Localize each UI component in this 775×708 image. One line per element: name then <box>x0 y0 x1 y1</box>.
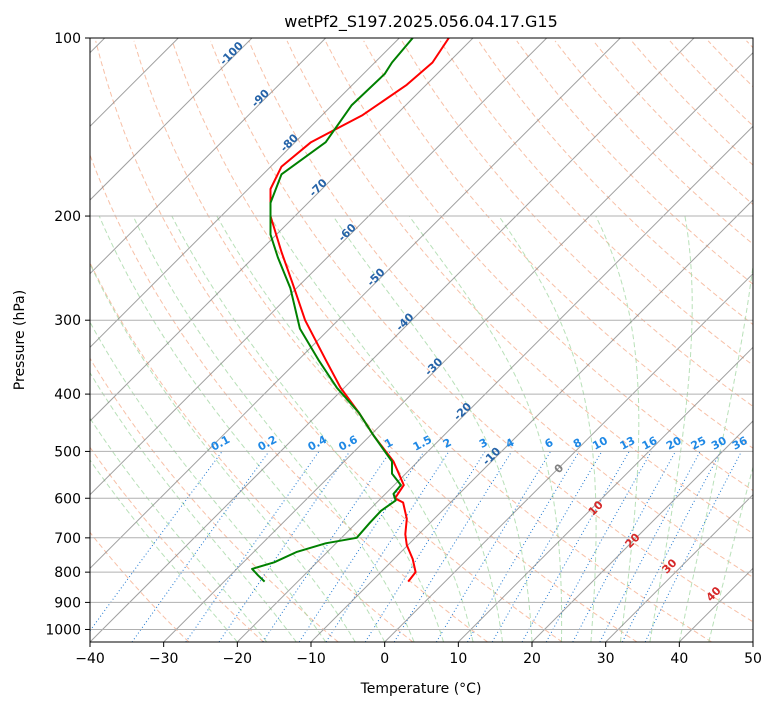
x-axis-label: Temperature (°C) <box>360 681 482 697</box>
y-tick-label: 800 <box>54 565 81 581</box>
isotherm-line <box>90 38 327 275</box>
dry-adiabat <box>439 40 753 366</box>
x-axis-ticks: −40 −30 −20 −10 0 10 20 30 40 50 <box>75 642 762 667</box>
mixing-ratio-label: 25 <box>689 434 709 453</box>
y-axis-ticks: 100 200 300 400 500 600 700 800 900 1000 <box>45 31 90 638</box>
y-tick-label: 1000 <box>45 622 81 638</box>
isotherm-line <box>605 493 753 642</box>
y-tick-label: 500 <box>54 444 81 460</box>
isotherm-line <box>90 38 253 201</box>
isotherm-line <box>531 420 753 642</box>
mixing-ratio-label: 30 <box>709 434 729 453</box>
mixing-ratio-label: 10 <box>590 434 610 453</box>
moist-adiabat <box>90 262 356 642</box>
dry-adiabat <box>248 40 753 578</box>
mixing-ratio-line <box>185 451 320 642</box>
moist-adiabat <box>90 459 238 642</box>
isotherm-line <box>90 38 400 349</box>
mixing-ratio-label: 13 <box>618 434 638 453</box>
x-tick-label: 50 <box>744 651 762 667</box>
mixing-ratio-line <box>325 451 450 642</box>
moist-adiabat <box>90 417 268 642</box>
isotherm-line <box>310 199 753 642</box>
moist-adiabat <box>678 261 753 642</box>
moist-adiabat <box>708 465 753 642</box>
dewpoint-profile-line <box>251 38 414 583</box>
dry-adiabat <box>324 40 753 492</box>
mixing-ratio-line <box>90 451 223 632</box>
y-tick-label: 700 <box>54 531 81 547</box>
x-tick-label: 40 <box>670 651 688 667</box>
moist-adiabat <box>269 215 503 642</box>
moist-adiabat <box>90 371 297 642</box>
temperature-profile-line <box>269 38 450 583</box>
mixing-ratio-line <box>298 451 425 642</box>
y-tick-label: 400 <box>54 387 81 403</box>
x-tick-label: −10 <box>296 651 326 667</box>
mixing-ratio-line <box>599 451 701 642</box>
dry-adiabat <box>631 40 753 166</box>
mixing-ratio-line <box>521 451 630 642</box>
x-tick-label: −40 <box>75 651 105 667</box>
plot-area: -100-90-80-70-60-50-40-30-20-100.1 0.2 0.4… <box>90 38 753 642</box>
x-tick-label: 10 <box>449 651 467 667</box>
dry-adiabat <box>133 40 638 642</box>
y-tick-label: 600 <box>54 491 81 507</box>
x-tick-label: −20 <box>223 651 253 667</box>
dry-adiabat <box>95 40 563 642</box>
dry-adiabat <box>286 40 753 535</box>
mixing-ratio-line <box>572 451 676 642</box>
mixing-ratio-line <box>262 451 391 642</box>
dry-adiabat <box>516 40 753 285</box>
background-lines <box>90 38 753 642</box>
y-axis-label: Pressure (hPa) <box>12 290 28 390</box>
isotherm-line <box>90 38 474 422</box>
moist-adiabat <box>171 215 445 642</box>
mixing-ratio-label: 16 <box>640 434 660 453</box>
dry-adiabat <box>363 40 753 449</box>
moist-adiabat <box>595 215 640 642</box>
plot-frame <box>89 37 754 643</box>
mixing-ratio-line <box>218 451 351 642</box>
mixing-ratio-line <box>644 451 742 642</box>
dry-adiabat <box>90 357 339 642</box>
x-tick-label: 0 <box>380 651 389 667</box>
mixing-ratio-label: 36 <box>730 434 750 453</box>
isotherm-line <box>457 346 753 642</box>
dry-adiabat <box>593 40 753 206</box>
dry-adiabat <box>401 40 753 408</box>
y-tick-label: 900 <box>54 595 81 611</box>
moist-adiabat <box>98 215 386 642</box>
x-tick-label: −30 <box>149 651 179 667</box>
moist-adiabat <box>498 215 597 642</box>
mixing-ratio-line <box>435 451 552 642</box>
dry-adiabat <box>171 40 712 642</box>
y-tick-label: 100 <box>54 31 81 47</box>
moist-adiabat <box>90 321 327 642</box>
isotherm-line <box>163 51 753 642</box>
moist-adiabat <box>408 215 563 642</box>
mixing-ratio-line <box>131 451 270 642</box>
mixing-ratio-line <box>393 451 513 642</box>
x-tick-label: 30 <box>597 651 615 667</box>
series-layer <box>251 38 450 583</box>
y-tick-label: 300 <box>54 313 81 329</box>
mixing-ratio-line <box>621 451 722 642</box>
isotherm-line <box>90 38 621 570</box>
chart-title: wetPf2_S197.2025.056.04.17.G15 <box>284 12 558 32</box>
moist-adiabat <box>132 215 415 642</box>
isotherm-line <box>90 38 548 496</box>
dry-adiabat <box>90 153 488 642</box>
x-tick-label: 20 <box>523 651 541 667</box>
isotherm-line <box>384 272 753 642</box>
pressure-gridlines <box>90 38 753 630</box>
isotherm-line <box>90 38 695 642</box>
y-tick-label: 200 <box>54 209 81 225</box>
moist-adiabat <box>649 215 693 642</box>
mixing-ratio-label: 20 <box>664 434 684 453</box>
dry-adiabat <box>90 261 414 642</box>
